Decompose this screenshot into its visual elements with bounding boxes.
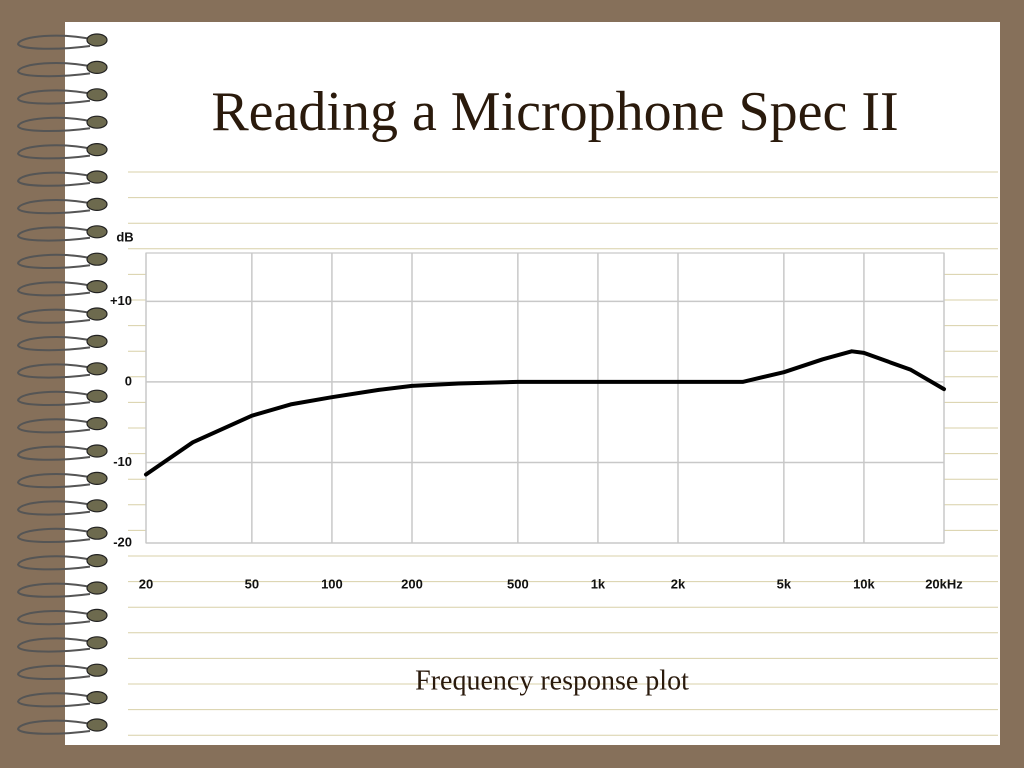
ring — [16, 473, 97, 489]
ring-bead — [86, 334, 108, 348]
ring-bead — [86, 636, 108, 650]
ring-bead — [86, 197, 108, 211]
y-tick-label: 0 — [125, 373, 132, 388]
ring-bead — [86, 252, 108, 266]
x-tick-label: 200 — [401, 576, 423, 591]
ring — [16, 199, 97, 215]
ring — [16, 582, 97, 598]
ring-bead — [86, 115, 108, 129]
ring — [16, 144, 97, 160]
ring — [16, 253, 97, 269]
ring — [16, 226, 97, 242]
ring — [16, 445, 97, 461]
chart: +10 0 -10 -20 20 50 100 200 500 1k 2k 5k 10k 20kHz — [110, 253, 963, 591]
plot-area — [145, 252, 945, 544]
ring-bead — [86, 608, 108, 623]
x-tick-label: 10k — [853, 576, 875, 591]
ring-bead — [86, 362, 108, 376]
x-tick-label: 20kHz — [925, 576, 963, 591]
y-tick-label: -20 — [113, 534, 132, 549]
ring-bead — [86, 690, 108, 705]
ring-bead — [86, 471, 108, 485]
ring — [16, 336, 97, 352]
ring-bead — [86, 417, 108, 431]
slide-title: Reading a Microphone Spec II — [211, 81, 898, 143]
ring — [16, 610, 97, 626]
ring-bead — [86, 718, 108, 732]
ring — [16, 390, 97, 406]
ring-bead — [86, 499, 108, 513]
ring — [16, 719, 97, 735]
ring-bead — [86, 663, 108, 677]
ring-bead — [86, 60, 108, 75]
ring-bead — [86, 280, 108, 294]
ring — [16, 664, 97, 680]
ring-bead — [86, 33, 108, 47]
x-tick-label: 500 — [507, 576, 529, 591]
ring — [16, 34, 97, 50]
x-tick-label: 2k — [671, 576, 686, 591]
ring — [16, 418, 97, 434]
ring — [16, 692, 97, 708]
ring-bead — [86, 170, 108, 184]
ring — [16, 555, 97, 571]
ring — [16, 89, 97, 105]
x-tick-label: 50 — [245, 576, 259, 591]
ring — [16, 637, 97, 653]
spiral-binding — [16, 33, 108, 735]
ring — [16, 116, 97, 132]
ring-bead — [86, 88, 108, 102]
ring-bead — [86, 526, 108, 540]
ring — [16, 281, 97, 297]
ring — [16, 308, 97, 324]
x-tick-label: 5k — [777, 576, 792, 591]
ring-bead — [86, 143, 108, 157]
ring-bead — [86, 444, 108, 458]
ring — [16, 527, 97, 543]
ring — [16, 62, 97, 78]
ring-bead — [86, 553, 108, 568]
ring — [16, 363, 97, 379]
caption: Frequency response plot — [415, 665, 689, 696]
y-axis-label: dB — [116, 229, 133, 244]
ring-bead — [86, 581, 108, 595]
ring — [16, 500, 97, 516]
y-tick-label: +10 — [110, 293, 132, 308]
x-tick-label: 20 — [139, 576, 153, 591]
x-tick-label: 1k — [591, 576, 606, 591]
ring-bead — [86, 225, 108, 239]
ring — [16, 171, 97, 187]
ring-bead — [86, 389, 108, 403]
ring-bead — [86, 307, 108, 321]
x-tick-label: 100 — [321, 576, 343, 591]
y-tick-label: -10 — [113, 454, 132, 469]
response-curve — [144, 349, 946, 477]
